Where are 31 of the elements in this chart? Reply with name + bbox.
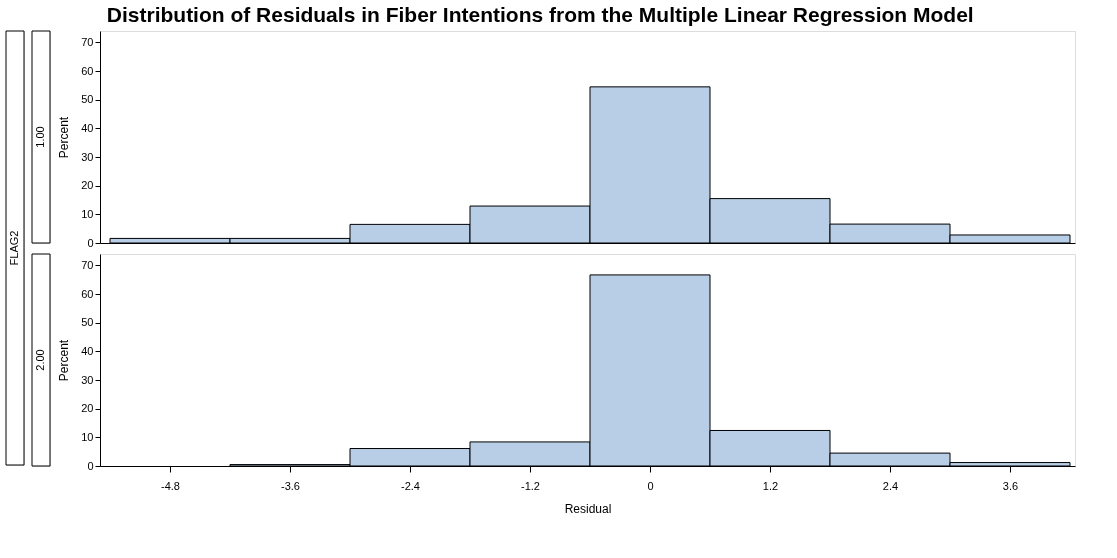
x-tick-label: 2.4 bbox=[882, 479, 899, 492]
y-axis-title: Percent bbox=[57, 339, 72, 382]
y-tick-label: 50 bbox=[81, 316, 94, 329]
text: 1.00 bbox=[34, 126, 46, 148]
y-tick-label: 30 bbox=[81, 150, 94, 163]
chart-title: Distribution of Residuals in Fiber Intentions from the Multiple Linear Regression Model bbox=[106, 3, 974, 26]
y-axis-title: Percent bbox=[57, 116, 72, 159]
y-tick-label: 60 bbox=[81, 64, 94, 77]
x-tick-label: 1.2 bbox=[762, 479, 779, 492]
y-tick-label: 10 bbox=[81, 430, 94, 443]
x-tick-label: -4.8 bbox=[161, 479, 180, 492]
y-tick-label: 0 bbox=[87, 459, 94, 472]
y-tick-label: 10 bbox=[81, 207, 94, 220]
y-tick-label: 50 bbox=[81, 93, 94, 106]
y-tick-label: 20 bbox=[81, 402, 94, 415]
y-tick-label: 60 bbox=[81, 287, 94, 300]
x-tick-label: 0 bbox=[647, 479, 654, 492]
x-tick-label: -1.2 bbox=[521, 479, 540, 492]
x-tick-label: -2.4 bbox=[401, 479, 420, 492]
y-tick-label: 40 bbox=[81, 121, 94, 134]
y-tick-label: 30 bbox=[81, 373, 94, 386]
x-axis-title: Residual bbox=[564, 501, 612, 516]
y-tick-label: 0 bbox=[87, 236, 94, 249]
y-tick-label: 70 bbox=[81, 35, 94, 48]
x-tick-label: -3.6 bbox=[281, 479, 300, 492]
y-tick-label: 20 bbox=[81, 179, 94, 192]
y-tick-label: 40 bbox=[81, 344, 94, 357]
text: 2.00 bbox=[34, 349, 46, 371]
text: FLAG2 bbox=[8, 230, 20, 266]
y-tick-label: 70 bbox=[81, 258, 94, 271]
x-tick-label: 3.6 bbox=[1002, 479, 1019, 492]
